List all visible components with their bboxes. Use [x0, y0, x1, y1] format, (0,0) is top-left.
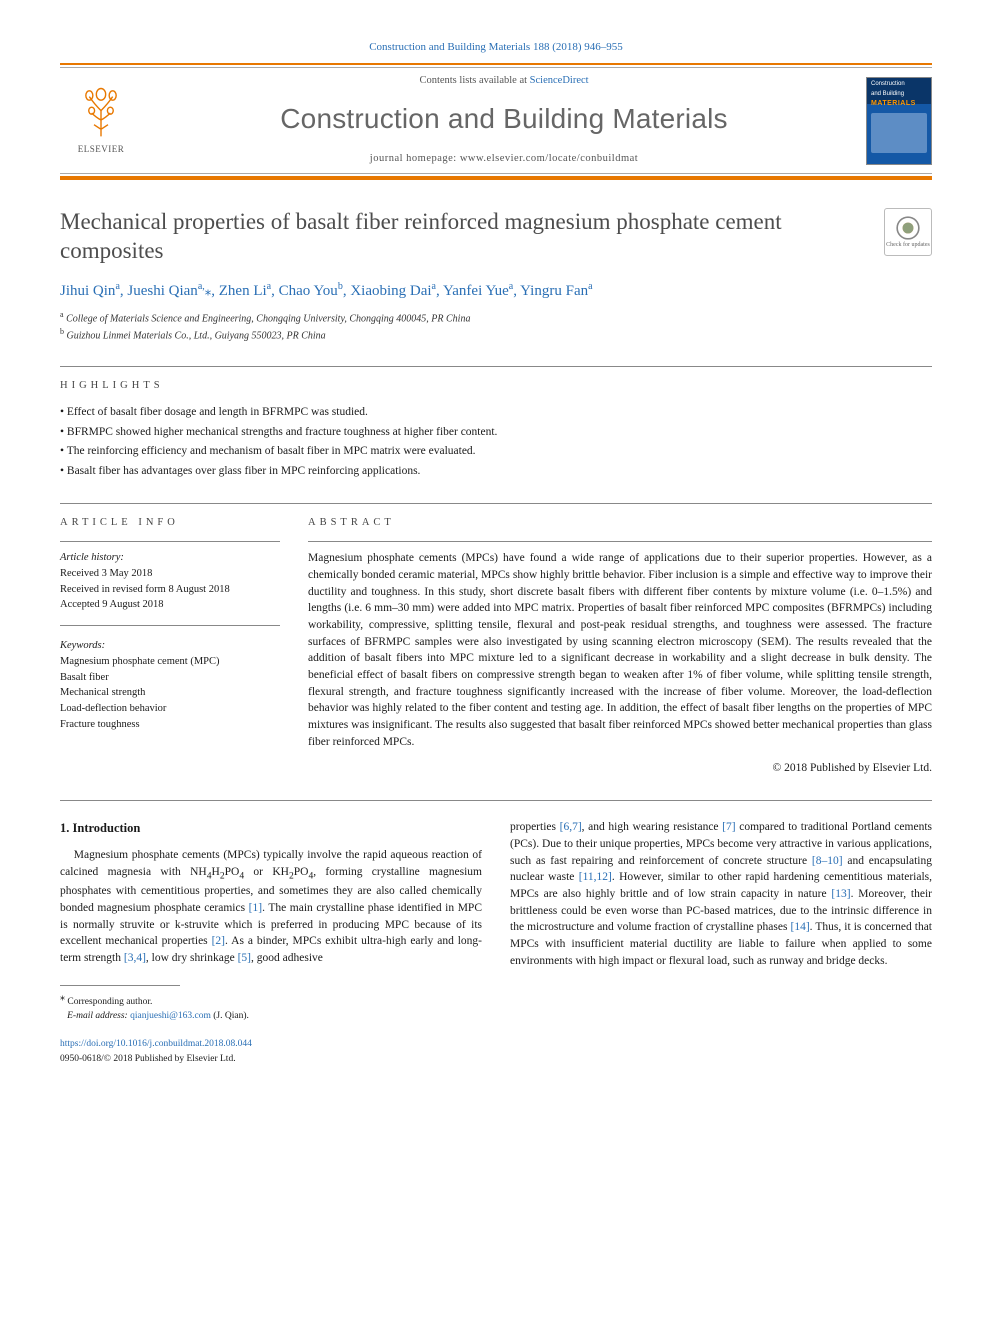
introduction-heading: 1. Introduction	[60, 819, 482, 837]
elsevier-logo: ELSEVIER	[60, 81, 142, 161]
divider	[60, 800, 932, 801]
elsevier-label: ELSEVIER	[78, 143, 125, 156]
affiliation-b: b Guizhou Linmei Materials Co., Ltd., Gu…	[60, 326, 932, 343]
ref-link[interactable]: [5]	[238, 952, 251, 964]
cover-image-placeholder	[871, 113, 927, 153]
crossmark-icon	[895, 215, 921, 241]
footer-block: https://doi.org/10.1016/j.conbuildmat.20…	[60, 1037, 482, 1066]
ref-link[interactable]: [7]	[722, 821, 735, 833]
divider	[60, 503, 932, 504]
intro-paragraph-1: Magnesium phosphate cements (MPCs) typic…	[60, 847, 482, 966]
highlights-label: HIGHLIGHTS	[60, 379, 932, 394]
body-column-right: properties [6,7], and high wearing resis…	[510, 819, 932, 1065]
crossmark-badge[interactable]: Check for updates	[884, 208, 932, 256]
email-person: (J. Qian).	[213, 1011, 249, 1021]
sciencedirect-link[interactable]: ScienceDirect	[530, 75, 589, 86]
keyword-item: Fracture toughness	[60, 717, 280, 733]
history-received: Received 3 May 2018	[60, 566, 280, 582]
masthead-center: Contents lists available at ScienceDirec…	[158, 74, 850, 167]
highlight-item: Basalt fiber has advantages over glass f…	[60, 462, 932, 482]
contents-prefix: Contents lists available at	[419, 75, 529, 86]
corresponding-label: Corresponding author.	[67, 997, 152, 1007]
cover-line1: Construction	[867, 78, 931, 89]
highlight-item: The reinforcing efficiency and mechanism…	[60, 442, 932, 462]
article-title: Mechanical properties of basalt fiber re…	[60, 208, 866, 266]
doi-link[interactable]: https://doi.org/10.1016/j.conbuildmat.20…	[60, 1039, 252, 1049]
divider	[60, 625, 280, 626]
history-revised: Received in revised form 8 August 2018	[60, 582, 280, 598]
ref-link[interactable]: [2]	[212, 935, 225, 947]
highlight-item: Effect of basalt fiber dosage and length…	[60, 403, 932, 423]
ref-link[interactable]: [14]	[790, 921, 809, 933]
body-column-left: 1. Introduction Magnesium phosphate ceme…	[60, 819, 482, 1065]
cover-line2: and Building	[867, 88, 931, 99]
copyright-line: © 2018 Published by Elsevier Ltd.	[308, 760, 932, 776]
homepage-url[interactable]: www.elsevier.com/locate/conbuildmat	[460, 153, 638, 164]
corresponding-author-footnote: ⁎ Corresponding author. E-mail address: …	[60, 990, 482, 1024]
article-info-column: ARTICLE INFO Article history: Received 3…	[60, 516, 280, 776]
history-header: Article history:	[60, 550, 280, 566]
ref-link[interactable]: [13]	[831, 888, 850, 900]
highlights-list: Effect of basalt fiber dosage and length…	[60, 403, 932, 481]
keyword-item: Mechanical strength	[60, 685, 280, 701]
issn-copyright-line: 0950-0618/© 2018 Published by Elsevier L…	[60, 1054, 236, 1064]
masthead: ELSEVIER Contents lists available at Sci…	[60, 67, 932, 174]
affiliation-a: a College of Materials Science and Engin…	[60, 309, 932, 326]
body-columns: 1. Introduction Magnesium phosphate ceme…	[60, 819, 932, 1065]
bottom-accent-bar	[60, 176, 932, 180]
journal-homepage-line: journal homepage: www.elsevier.com/locat…	[158, 152, 850, 167]
affiliations: a College of Materials Science and Engin…	[60, 309, 932, 344]
email-label: E-mail address:	[67, 1011, 128, 1021]
abstract-label: ABSTRACT	[308, 516, 932, 531]
history-accepted: Accepted 9 August 2018	[60, 597, 280, 613]
divider	[60, 541, 280, 542]
tree-icon	[73, 85, 129, 141]
keywords-header: Keywords:	[60, 638, 280, 654]
ref-link[interactable]: [6,7]	[560, 821, 582, 833]
journal-name: Construction and Building Materials	[158, 99, 850, 138]
homepage-prefix: journal homepage:	[370, 153, 460, 164]
citation-line: Construction and Building Materials 188 …	[60, 40, 932, 55]
ref-link[interactable]: [3,4]	[124, 952, 146, 964]
authors-line: Jihui Qina, Jueshi Qiana,⁎, Zhen Lia, Ch…	[60, 279, 932, 303]
ref-link[interactable]: [11,12]	[579, 871, 612, 883]
cover-line3: MATERIALS	[867, 99, 931, 109]
keyword-item: Magnesium phosphate cement (MPC)	[60, 654, 280, 670]
info-abstract-row: ARTICLE INFO Article history: Received 3…	[60, 516, 932, 776]
keyword-item: Load-deflection behavior	[60, 701, 280, 717]
contents-available-line: Contents lists available at ScienceDirec…	[158, 74, 850, 89]
article-info-label: ARTICLE INFO	[60, 516, 280, 531]
abstract-column: ABSTRACT Magnesium phosphate cements (MP…	[308, 516, 932, 776]
divider	[308, 541, 932, 542]
ref-link[interactable]: [1]	[249, 902, 262, 914]
abstract-text: Magnesium phosphate cements (MPCs) have …	[308, 550, 932, 750]
article-history: Article history: Received 3 May 2018 Rec…	[60, 550, 280, 733]
top-accent-bar	[60, 63, 932, 65]
crossmark-label: Check for updates	[886, 241, 930, 249]
footnote-separator	[60, 985, 180, 986]
intro-paragraph-2: properties [6,7], and high wearing resis…	[510, 819, 932, 969]
ref-link[interactable]: [8–10]	[812, 855, 843, 867]
highlight-item: BFRMPC showed higher mechanical strength…	[60, 423, 932, 443]
title-row: Mechanical properties of basalt fiber re…	[60, 208, 932, 266]
divider	[60, 366, 932, 367]
keyword-item: Basalt fiber	[60, 670, 280, 686]
email-link[interactable]: qianjueshi@163.com	[130, 1011, 211, 1021]
journal-cover-thumbnail: Construction and Building MATERIALS	[866, 77, 932, 165]
